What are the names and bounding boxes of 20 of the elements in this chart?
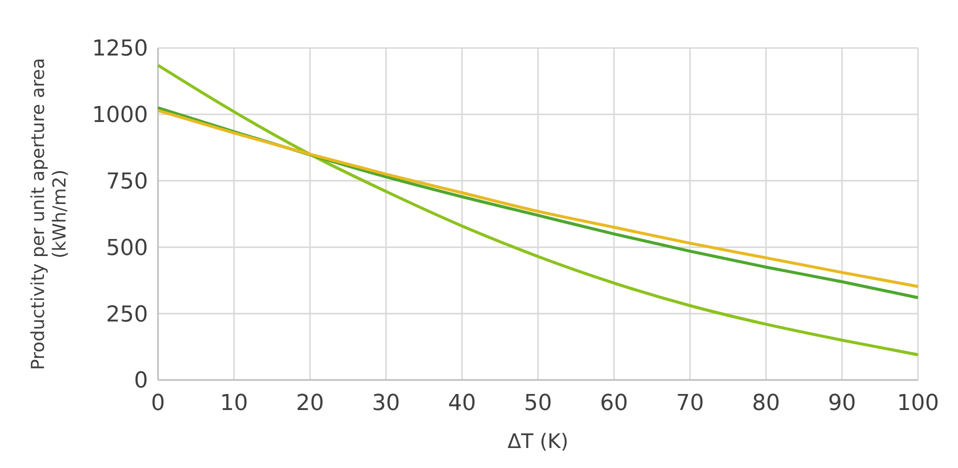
- x-tick-label: 50: [524, 391, 552, 416]
- x-tick-label: 60: [600, 391, 628, 416]
- y-tick-label: 250: [106, 302, 148, 328]
- y-tick-label: 750: [106, 170, 148, 194]
- y-tick-label: 500: [106, 236, 148, 261]
- line-series: [156, 64, 920, 356]
- y-tick-label: 1250: [92, 36, 148, 62]
- x-tick-label: 20: [296, 391, 324, 416]
- x-tick-label: 10: [220, 391, 248, 416]
- x-tick-label: 90: [828, 391, 856, 416]
- y-tick-label: 0: [134, 368, 148, 394]
- x-tick-label: 100: [897, 391, 939, 416]
- x-tick-label: 40: [448, 391, 476, 416]
- x-tick-label: 80: [752, 391, 780, 416]
- x-tick-label: 30: [372, 391, 400, 416]
- x-tick-label: 0: [151, 391, 165, 416]
- y-tick-label: 1000: [92, 103, 148, 128]
- y-axis-title: Productivity per unit aperture area (kWh/m2): [28, 58, 71, 370]
- x-axis-title: ΔT (K): [508, 429, 568, 453]
- x-tick-label: 70: [676, 391, 704, 416]
